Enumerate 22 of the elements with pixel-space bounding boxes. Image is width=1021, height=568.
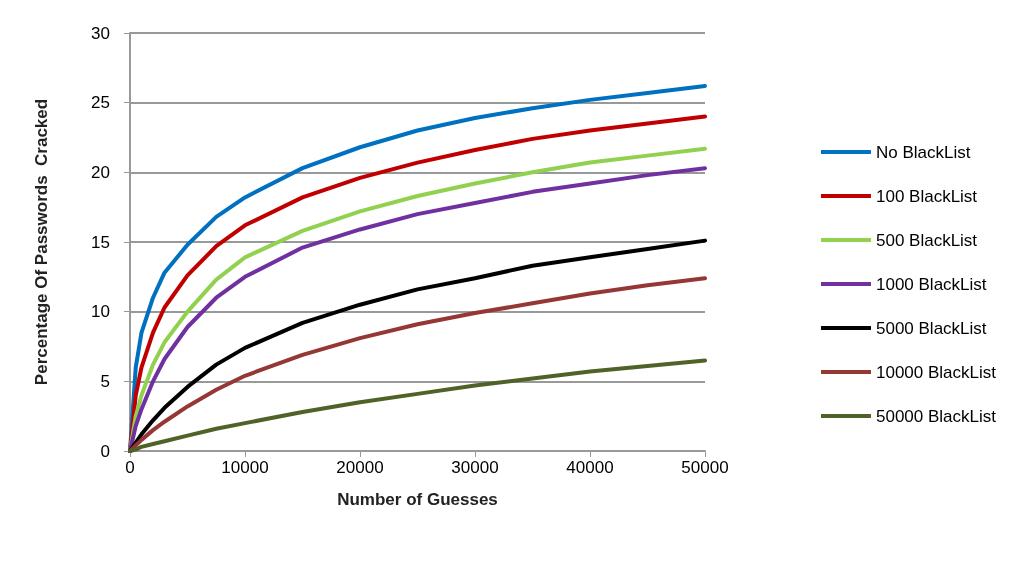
x-tick-label: 0: [125, 458, 135, 477]
x-axis-title: Number of Guesses: [337, 490, 498, 509]
y-tick-label: 30: [91, 23, 110, 43]
y-tick-label: 0: [100, 441, 110, 461]
x-tick-label: 20000: [336, 458, 384, 477]
y-axis-title: Percentage Of Passwords Cracked: [32, 98, 51, 386]
y-tick-label: 25: [91, 93, 110, 113]
x-tick-label: 40000: [566, 458, 614, 477]
y-tick-label: 5: [100, 371, 110, 391]
y-tick-label: 10: [91, 302, 110, 322]
legend-label: 500 BlackList: [875, 230, 978, 250]
legend-label: No BlackList: [875, 142, 971, 162]
x-tick-label: 50000: [681, 458, 729, 477]
legend-label: 5000 BlackList: [875, 318, 987, 338]
legend-label: 1000 BlackList: [875, 274, 987, 294]
y-tick-label: 20: [91, 162, 110, 182]
y-tick-label: 15: [91, 232, 110, 252]
legend-label: 100 BlackList: [875, 186, 978, 206]
legend-label: 10000 BlackList: [875, 362, 997, 382]
x-tick-label: 30000: [451, 458, 499, 477]
legend-label: 50000 BlackList: [875, 406, 997, 426]
x-tick-label: 10000: [221, 458, 269, 477]
